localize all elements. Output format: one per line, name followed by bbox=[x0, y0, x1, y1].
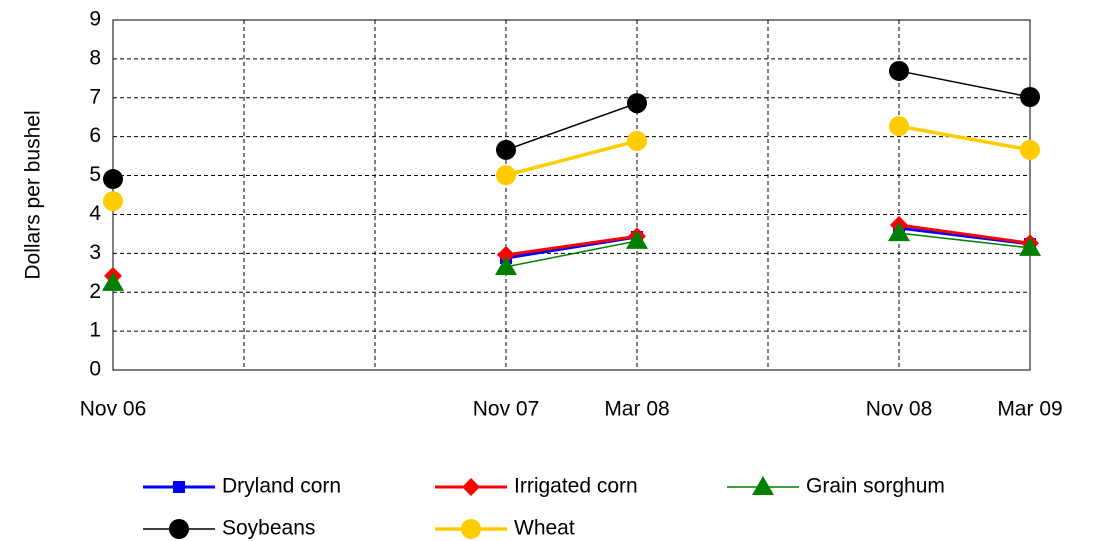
y-tick-label: 1 bbox=[89, 319, 101, 342]
marker bbox=[626, 229, 648, 249]
x-tick-label: Nov 06 bbox=[80, 398, 147, 421]
x-tick-label: Mar 09 bbox=[997, 398, 1062, 421]
x-tick-label: Nov 08 bbox=[866, 398, 933, 421]
marker bbox=[495, 255, 517, 275]
marker bbox=[103, 191, 123, 212]
marker bbox=[169, 519, 189, 539]
y-tick-label: 7 bbox=[89, 85, 101, 108]
legend-label: Irrigated corn bbox=[514, 475, 638, 498]
x-tick-label: Nov 07 bbox=[473, 398, 540, 421]
marker bbox=[102, 271, 124, 291]
marker bbox=[497, 245, 515, 264]
series-line bbox=[505, 70, 1031, 151]
marker bbox=[627, 130, 647, 151]
marker bbox=[1019, 236, 1041, 256]
y-tick-label: 0 bbox=[89, 358, 101, 381]
y-tick-label: 5 bbox=[89, 163, 101, 186]
x-tick-label: Mar 08 bbox=[604, 398, 669, 421]
marker bbox=[461, 519, 481, 539]
marker bbox=[627, 93, 647, 114]
legend-label: Wheat bbox=[514, 517, 575, 540]
marker bbox=[889, 60, 909, 81]
y-axis-title: Dollars per bushel bbox=[22, 110, 45, 279]
marker bbox=[462, 478, 480, 496]
marker bbox=[752, 476, 774, 495]
y-tick-label: 3 bbox=[89, 241, 101, 264]
legend-label: Dryland corn bbox=[222, 475, 341, 498]
marker bbox=[1020, 139, 1040, 160]
y-tick-label: 6 bbox=[89, 124, 101, 147]
series-line bbox=[505, 223, 1031, 257]
marker bbox=[888, 222, 910, 242]
legend-label: Soybeans bbox=[222, 517, 315, 540]
marker bbox=[496, 165, 516, 186]
marker bbox=[496, 139, 516, 160]
marker bbox=[1020, 87, 1040, 107]
y-tick-label: 4 bbox=[89, 202, 101, 225]
series-line bbox=[505, 124, 1031, 177]
y-tick-label: 2 bbox=[89, 280, 101, 303]
legend-label: Grain sorghum bbox=[806, 475, 945, 498]
marker bbox=[173, 481, 185, 493]
y-tick-label: 8 bbox=[89, 46, 101, 69]
marker bbox=[103, 169, 123, 190]
y-tick-label: 9 bbox=[89, 8, 101, 31]
marker bbox=[889, 116, 909, 137]
series-line bbox=[505, 232, 1031, 268]
